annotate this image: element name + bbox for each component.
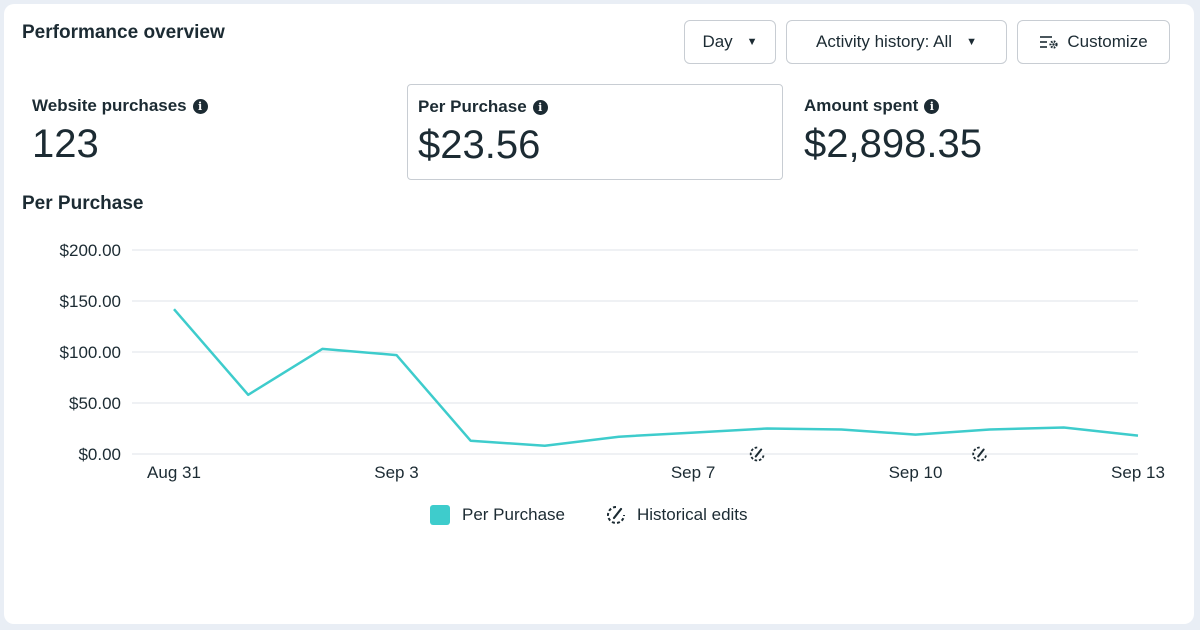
data-point[interactable] — [910, 429, 922, 441]
customize-settings-icon — [1039, 34, 1059, 50]
customize-button[interactable]: Customize — [1017, 20, 1170, 64]
y-tick-label: $50.00 — [69, 394, 121, 413]
per-purchase-line-chart: $200.00 $150.00 $100.00 $50.00 $0.00 Aug 31 Se… — [60, 241, 1165, 482]
metric-per-purchase[interactable]: Per Purchase i $23.56 — [407, 84, 783, 180]
data-point[interactable] — [539, 440, 551, 452]
data-point[interactable] — [1132, 430, 1144, 442]
legend-label: Historical edits — [637, 505, 748, 524]
info-icon[interactable]: i — [532, 99, 548, 115]
historical-edit-icon — [605, 504, 627, 526]
y-tick-label: $0.00 — [78, 445, 121, 464]
day-dropdown[interactable]: Day ▼ — [684, 20, 776, 64]
chart-legend: Per Purchase Historical edits — [430, 504, 788, 526]
metric-label: Amount spent — [804, 96, 919, 115]
data-point[interactable] — [687, 427, 699, 439]
metric-website-purchases[interactable]: Website purchases i 123 — [22, 84, 382, 180]
info-icon[interactable]: i — [924, 98, 940, 114]
metric-amount-spent[interactable]: Amount spent i $2,898.35 — [794, 84, 1154, 180]
data-point[interactable] — [613, 431, 625, 443]
data-point[interactable] — [242, 389, 254, 401]
metric-label: Website purchases — [32, 96, 187, 115]
metric-label: Per Purchase — [418, 97, 527, 116]
x-tick-label: Sep 3 — [374, 463, 418, 482]
metric-value: $2,898.35 — [804, 122, 982, 166]
metric-value: $23.56 — [418, 123, 541, 167]
legend-swatch-icon — [430, 505, 450, 525]
legend-label: Per Purchase — [462, 505, 565, 524]
caret-down-icon: ▼ — [746, 36, 758, 48]
series-line-per-purchase — [173, 308, 1139, 448]
x-tick-label: Sep 10 — [889, 463, 943, 482]
data-point[interactable] — [316, 343, 328, 355]
metric-value: 123 — [32, 122, 99, 166]
legend-item-historical-edits[interactable]: Historical edits — [605, 504, 748, 526]
chart-title: Per Purchase — [22, 193, 144, 214]
activity-dropdown-label: Activity history: All — [816, 32, 953, 51]
customize-label: Customize — [1067, 32, 1148, 51]
data-point[interactable] — [465, 435, 477, 447]
historical-edit-marker-icon[interactable] — [749, 446, 765, 462]
data-point[interactable] — [761, 423, 773, 435]
day-dropdown-label: Day — [702, 32, 733, 51]
legend-item-per-purchase[interactable]: Per Purchase — [430, 505, 565, 525]
info-icon[interactable]: i — [192, 98, 208, 114]
data-point[interactable] — [390, 349, 402, 361]
y-tick-label: $100.00 — [60, 343, 121, 362]
x-tick-label: Sep 7 — [671, 463, 715, 482]
data-point[interactable] — [835, 424, 847, 436]
y-tick-label: $150.00 — [60, 292, 121, 311]
caret-down-icon: ▼ — [966, 36, 977, 48]
historical-edit-marker-icon[interactable] — [972, 446, 988, 462]
y-tick-label: $200.00 — [60, 241, 121, 260]
page-title: Performance overview — [22, 22, 225, 43]
x-tick-label: Sep 13 — [1111, 463, 1165, 482]
data-point[interactable] — [984, 424, 996, 436]
x-tick-label: Aug 31 — [147, 463, 201, 482]
activity-history-dropdown[interactable]: Activity history: All ▼ — [786, 20, 1007, 64]
data-point[interactable] — [168, 303, 180, 315]
data-point[interactable] — [1058, 421, 1070, 433]
